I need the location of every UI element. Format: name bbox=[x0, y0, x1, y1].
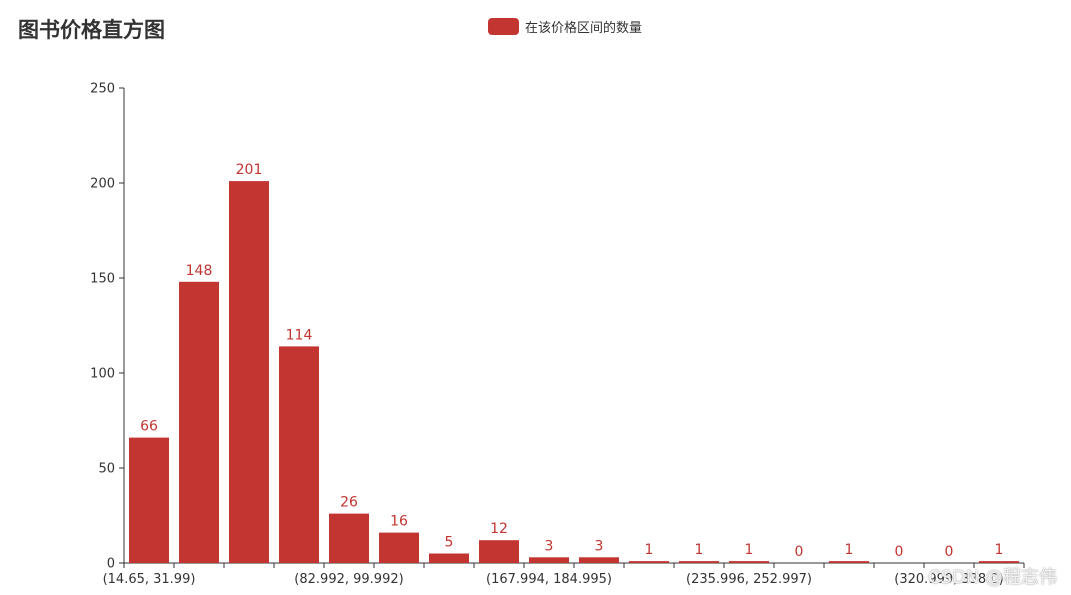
bar bbox=[379, 532, 419, 563]
bar bbox=[529, 557, 569, 563]
bar-value-label: 3 bbox=[595, 538, 604, 554]
x-tick-label: (320.999, 338.0) bbox=[894, 572, 1003, 587]
bar-value-label: 5 bbox=[445, 535, 454, 551]
bar bbox=[829, 561, 869, 563]
y-tick-label: 250 bbox=[90, 82, 115, 97]
bar-value-label: 1 bbox=[745, 542, 754, 558]
legend-swatch bbox=[488, 18, 519, 35]
watermark: CSDN @程志伟 bbox=[927, 567, 1057, 588]
chart-title: 图书价格直方图 bbox=[18, 18, 165, 42]
bar bbox=[979, 561, 1019, 563]
y-tick-label: 0 bbox=[107, 557, 115, 572]
x-tick-label: (167.994, 184.995) bbox=[486, 572, 612, 587]
bar-value-label: 1 bbox=[845, 542, 854, 558]
bars bbox=[129, 181, 1019, 563]
x-tick-label: (14.65, 31.99) bbox=[103, 572, 196, 587]
bar-value-label: 0 bbox=[795, 544, 804, 560]
bar-value-label: 26 bbox=[340, 495, 358, 511]
bar bbox=[679, 561, 719, 563]
legend-label: 在该价格区间的数量 bbox=[525, 21, 643, 36]
bar-value-label: 66 bbox=[140, 419, 158, 435]
y-tick-label: 200 bbox=[90, 177, 115, 192]
bar-value-label: 0 bbox=[945, 544, 954, 560]
bar-value-label: 148 bbox=[186, 263, 213, 279]
bar-value-label: 12 bbox=[490, 521, 508, 537]
x-tick-label: (235.996, 252.997) bbox=[686, 572, 812, 587]
legend[interactable]: 在该价格区间的数量 bbox=[488, 17, 642, 36]
bar-value-label: 1 bbox=[645, 542, 654, 558]
bar-value-label: 1 bbox=[995, 542, 1004, 558]
bar bbox=[579, 557, 619, 563]
bar-value-label: 3 bbox=[545, 538, 554, 554]
bar bbox=[229, 181, 269, 563]
bar-value-label: 201 bbox=[236, 162, 263, 178]
bar bbox=[179, 281, 219, 563]
bar-value-label: 0 bbox=[895, 544, 904, 560]
bar bbox=[429, 553, 469, 563]
y-tick-label: 50 bbox=[98, 462, 115, 477]
bar-value-label: 114 bbox=[286, 327, 313, 343]
bar bbox=[329, 513, 369, 563]
bar bbox=[479, 540, 519, 563]
bar bbox=[629, 561, 669, 563]
bar bbox=[279, 346, 319, 563]
x-tick-label: (82.992, 99.992) bbox=[294, 572, 403, 587]
bar-value-label: 1 bbox=[695, 542, 704, 558]
y-tick-label: 100 bbox=[90, 367, 115, 382]
bar-value-label: 16 bbox=[390, 514, 408, 530]
bar bbox=[729, 561, 769, 563]
y-tick-label: 150 bbox=[90, 272, 115, 287]
bar bbox=[129, 437, 169, 563]
data-labels: 66 148 201 114 26 16 5 12 3 3 1 1 1 0 1 0 0 1 bbox=[140, 162, 1003, 560]
